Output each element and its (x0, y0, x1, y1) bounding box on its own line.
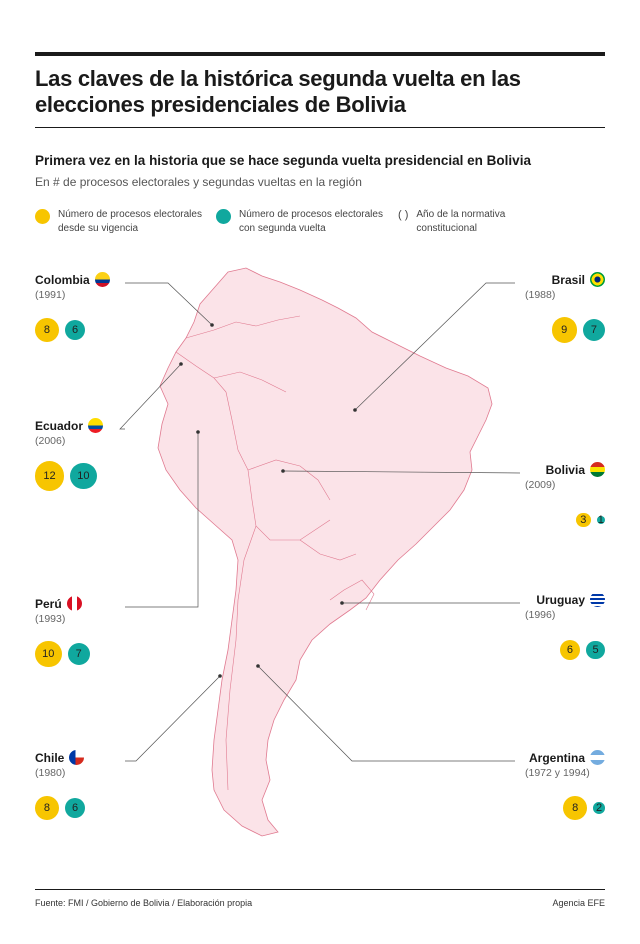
leader-dot-bolivia (281, 469, 285, 473)
bubble-processes-ecuador: 12 (35, 461, 65, 491)
country-label-bolivia: Bolivia (545, 462, 585, 477)
chart-description: En # de procesos electorales y segundas … (35, 175, 362, 189)
country-name-colombia: Colombia (35, 272, 110, 287)
country-name-bolivia: Bolivia (546, 462, 605, 477)
footer-source: Fuente: FMI / Gobierno de Bolivia / Elab… (35, 898, 253, 908)
chile-flag-icon (69, 750, 85, 765)
colombia-flag-icon (94, 272, 110, 287)
bubble-processes-uruguay: 6 (559, 639, 581, 661)
bolivia-flag-icon (590, 462, 605, 477)
leader-line-argentina (257, 665, 515, 762)
bubble-runoffs-colombia: 6 (64, 319, 86, 341)
bubble-runoffs-brasil: 7 (582, 318, 605, 342)
leader-line-brasil (354, 282, 515, 411)
bubble-processes-brasil: 9 (551, 317, 577, 343)
leader-dot-uruguay (340, 601, 344, 605)
leader-dot-argentina (256, 664, 260, 668)
leader-line-bolivia (282, 470, 521, 474)
bubble-processes-bolivia: 3 (576, 512, 591, 528)
country-year-argentina: (1972 y 1994) (525, 767, 590, 779)
country-label-argentina: Argentina (528, 750, 585, 765)
country-name-uruguay: Uruguay (536, 592, 605, 607)
country-label-peru: Perú (35, 596, 62, 611)
legend-runoffs: Número de procesos electorales con segun… (216, 208, 383, 236)
country-year-chile: (1980) (35, 767, 66, 779)
legend-paren-symbol: ( ) (398, 209, 409, 221)
bubble-runoffs-bolivia: 1 (596, 514, 605, 526)
legend-processes-dot (35, 209, 50, 224)
bubble-processes-peru: 10 (35, 640, 62, 668)
bubble-processes-argentina: 8 (563, 796, 588, 820)
footer-agency: Agencia EFE (552, 898, 605, 908)
country-name-argentina: Argentina (529, 750, 605, 765)
leader-line-chile (125, 675, 221, 762)
uruguay-flag-icon (590, 592, 605, 607)
bubble-processes-colombia: 8 (35, 318, 59, 342)
brasil-flag-icon (590, 272, 605, 287)
country-name-ecuador: Ecuador (35, 418, 104, 433)
country-label-brasil: Brasil (551, 272, 585, 287)
country-name-peru: Perú (35, 596, 82, 611)
bubble-processes-chile: 8 (35, 796, 59, 820)
map-continent (157, 267, 493, 837)
chart-subtitle: Primera vez en la historia que se hace s… (35, 153, 531, 168)
leader-dots (179, 323, 357, 678)
legend-processes: Número de procesos electorales desde su … (35, 208, 202, 236)
country-label-ecuador: Ecuador (35, 418, 84, 433)
leader-dot-chile (218, 674, 222, 678)
leader-dot-ecuador (179, 362, 183, 366)
bubble-runoffs-chile: 6 (64, 797, 86, 819)
ecuador-flag-icon (88, 418, 104, 433)
argentina-flag-icon (590, 750, 605, 765)
legend-year: ( ) Año de la normativa constitucional (398, 208, 505, 236)
map-borders (175, 315, 375, 791)
leader-line-ecuador (119, 363, 182, 430)
legend-year-label: Año de la normativa constitucional (416, 209, 506, 234)
leader-line-peru (125, 432, 199, 608)
leader-dot-brasil (353, 408, 357, 412)
title-divider (35, 127, 605, 128)
bubble-runoffs-peru: 7 (67, 642, 90, 666)
country-year-colombia: (1991) (35, 289, 66, 301)
country-label-colombia: Colombia (35, 272, 90, 287)
legend-runoffs-dot (216, 209, 231, 224)
leader-line-colombia (125, 282, 213, 326)
page-title: Las claves de la histórica segunda vuelt… (35, 66, 521, 117)
country-name-chile: Chile (35, 750, 85, 765)
country-name-brasil: Brasil (552, 272, 605, 287)
country-label-uruguay: Uruguay (536, 592, 585, 607)
country-year-ecuador: (2006) (35, 435, 66, 447)
bubble-runoffs-argentina: 2 (593, 802, 605, 814)
bubble-runoffs-uruguay: 5 (586, 640, 605, 660)
legend-processes-label: Número de procesos electorales desde su … (58, 209, 202, 234)
leader-lines (119, 282, 521, 762)
country-label-chile: Chile (35, 750, 65, 765)
country-year-brasil: (1988) (525, 289, 556, 301)
top-bar (35, 52, 605, 56)
leader-dot-peru (196, 430, 200, 434)
country-year-uruguay: (1996) (525, 609, 556, 621)
leader-dot-colombia (210, 323, 214, 327)
bubble-runoffs-ecuador: 10 (70, 462, 97, 490)
country-year-peru: (1993) (35, 613, 66, 625)
peru-flag-icon (66, 596, 82, 611)
footer-divider (35, 889, 605, 890)
legend-runoffs-label: Número de procesos electorales con segun… (239, 209, 383, 234)
country-year-bolivia: (2009) (525, 479, 556, 491)
